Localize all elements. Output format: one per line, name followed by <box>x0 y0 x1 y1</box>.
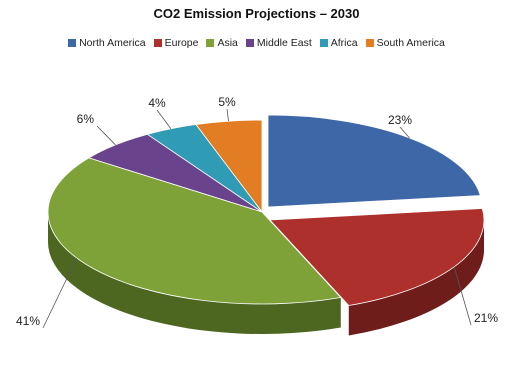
leader-line-africa <box>156 109 172 129</box>
leader-line-south-america <box>226 108 229 122</box>
pie-top-north-america <box>267 114 481 208</box>
data-label-north-america: 23% <box>388 113 412 127</box>
legend-label-north-america: North America <box>79 37 146 49</box>
leader-line-europe <box>453 266 472 326</box>
pie-slice-europe <box>269 208 485 336</box>
legend-item-asia: Asia <box>206 37 238 49</box>
legend-item-africa: Africa <box>319 37 358 49</box>
legend-label-europe: Europe <box>164 37 199 49</box>
pie-side-asia <box>48 212 341 334</box>
leader-line-middle-east <box>96 125 116 146</box>
chart-legend: North America Europe Asia Middle East Africa… <box>0 37 513 49</box>
legend-label-middle-east: Middle East <box>256 37 312 49</box>
legend-item-south-america: South America <box>365 37 445 49</box>
leader-line-north-america <box>399 126 410 139</box>
legend-item-north-america: North America <box>68 37 146 49</box>
legend-swatch-africa <box>319 39 328 47</box>
chart-title: CO2 Emission Projections – 2030 <box>153 6 360 21</box>
legend-swatch-south-america <box>365 39 374 47</box>
pie-slice-asia <box>47 157 342 334</box>
legend-label-asia: Asia <box>217 37 238 49</box>
legend-swatch-asia <box>206 39 215 47</box>
data-label-middle-east: 6% <box>77 112 95 126</box>
leader-line-asia <box>42 257 78 329</box>
pie-side-europe <box>348 220 484 336</box>
legend-item-europe: Europe <box>153 37 199 49</box>
data-label-europe: 21% <box>474 311 498 325</box>
data-label-asia: 41% <box>16 314 40 328</box>
legend-label-africa: Africa <box>330 37 358 49</box>
data-label-africa: 4% <box>148 96 166 110</box>
data-label-south-america: 5% <box>218 95 236 109</box>
legend-label-south-america: South America <box>376 37 445 49</box>
pie-top-europe <box>269 208 485 306</box>
pie-top-asia <box>47 157 342 305</box>
legend-swatch-north-america <box>68 39 77 47</box>
pie-slice-north-america <box>267 114 481 208</box>
legend-swatch-middle-east <box>245 39 254 47</box>
legend-swatch-europe <box>153 39 162 47</box>
legend-item-middle-east: Middle East <box>245 37 312 49</box>
